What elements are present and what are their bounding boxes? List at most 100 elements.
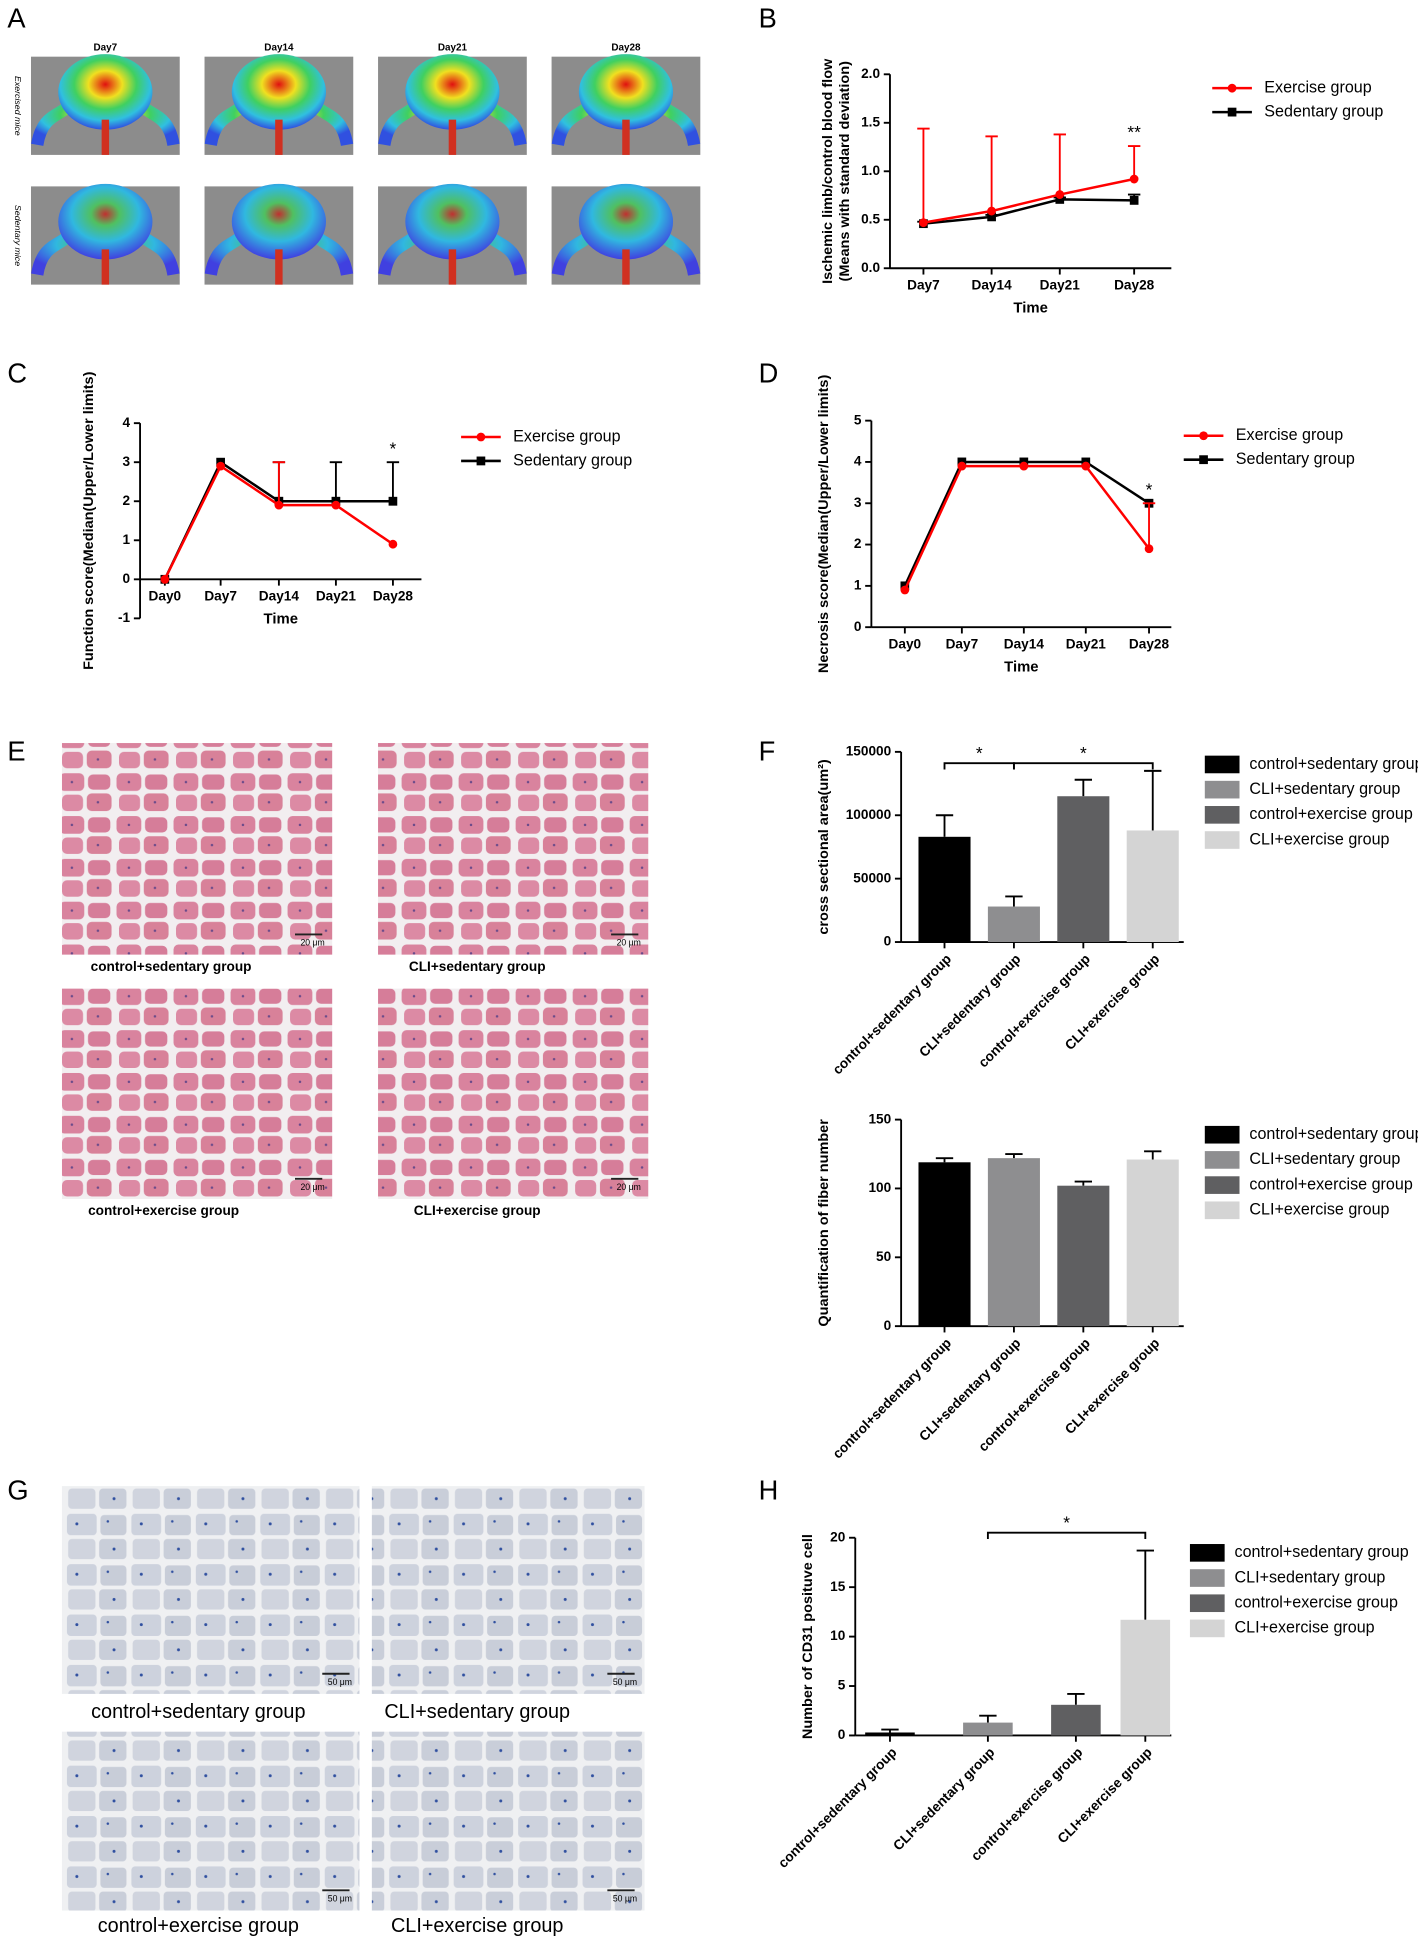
y-tick-label: 1 [854, 577, 862, 592]
column-label: Day21 [438, 42, 468, 53]
micrograph [61, 988, 333, 1199]
column-label: Day7 [94, 42, 118, 53]
scale-bar-label: 20 μm [617, 938, 641, 948]
caption: control+exercise group [98, 1915, 299, 1937]
legend-swatch [1204, 755, 1240, 774]
error-bar [881, 1728, 899, 1733]
error-bar [985, 135, 998, 212]
significance-annotation: * [1146, 479, 1153, 499]
legend-label: CLI+sedentary group [1249, 780, 1400, 798]
legend-label: Sedentary group [1236, 450, 1355, 468]
y-axis-label: Necrosis score(Median(Upper/Lower limits… [816, 375, 832, 674]
bar [1057, 1185, 1110, 1327]
perfusion-image [405, 183, 500, 260]
data-point [900, 585, 910, 595]
panel-label: F [759, 735, 776, 766]
y-tick-label: -1 [118, 610, 130, 625]
error-bar [1142, 502, 1156, 549]
data-point [160, 574, 170, 584]
bar [987, 906, 1040, 943]
x-tick-label: control+exercise group [976, 951, 1093, 1070]
legend-marker [476, 432, 486, 442]
error-bar [1074, 1180, 1093, 1186]
x-tick-label: Day28 [1114, 277, 1155, 292]
significance-annotation: * [390, 438, 397, 458]
y-tick-label: 5 [854, 412, 862, 427]
y-axis-label: Function score(Median(Upper/Lower limits… [81, 371, 97, 670]
data-point [919, 218, 928, 228]
x-tick-label: Day7 [907, 277, 940, 292]
y-tick-label: 2.0 [861, 66, 880, 81]
micrograph [378, 988, 649, 1199]
legend-label: CLI+exercise group [1235, 1619, 1375, 1637]
error-bar [1053, 133, 1066, 195]
y-tick-label: 50000 [853, 870, 891, 885]
perfusion-image [231, 54, 326, 130]
error-bar [1127, 145, 1141, 180]
y-tick-label: 100 [868, 1180, 891, 1195]
x-tick-label: Day0 [889, 636, 922, 651]
legend-marker [476, 456, 486, 466]
scale-bar-label: 50 μm [613, 1677, 637, 1687]
bar [918, 1162, 971, 1327]
series-line [923, 177, 1135, 224]
significance-bracket [986, 1531, 1147, 1539]
error-bar [935, 814, 954, 837]
scale-bar-label: 20 μm [300, 1182, 324, 1192]
legend-swatch [1204, 780, 1240, 799]
y-tick-label: 4 [854, 454, 862, 469]
perfusion-image [578, 183, 674, 260]
legend-label: Exercise group [1264, 78, 1371, 96]
bar [1126, 830, 1179, 943]
legend-label: Sedentary group [1264, 102, 1383, 120]
micrograph [61, 1486, 360, 1694]
error-bar [1136, 1549, 1154, 1620]
scale-bar-label: 20 μm [617, 1182, 641, 1192]
x-tick-label: Day21 [1040, 277, 1081, 292]
bar [1126, 1159, 1179, 1327]
data-point [1055, 190, 1065, 199]
data-point [1081, 461, 1091, 471]
perfusion-image [578, 54, 674, 130]
x-tick-label: control+sedentary group [775, 1745, 899, 1871]
x-tick-label: control+sedentary group [830, 951, 954, 1077]
error-bar [386, 461, 400, 502]
legend-swatch [1204, 1151, 1240, 1169]
data-point [216, 461, 225, 471]
x-tick-label: Day14 [1004, 636, 1045, 651]
y-axis-label: cross sectional area(um²) [816, 759, 832, 935]
y-axis-label: (Means with standard deviation) [837, 61, 853, 282]
caption: CLI+exercise group [414, 1203, 541, 1218]
y-tick-label: 1.0 [861, 163, 880, 178]
perfusion-image [58, 183, 153, 260]
significance-annotation: * [1063, 1512, 1070, 1532]
x-tick-label: Day28 [1129, 636, 1170, 651]
significance-bracket [1012, 762, 1154, 770]
y-tick-label: 5 [838, 1678, 846, 1693]
error-bar [917, 127, 930, 223]
perfusion-image [275, 249, 283, 285]
y-tick-label: 20 [830, 1529, 846, 1544]
y-tick-label: 0 [884, 1318, 892, 1333]
legend-label: control+exercise group [1249, 1175, 1412, 1193]
error-bar [1144, 769, 1162, 831]
error-bar [1005, 895, 1023, 907]
caption: CLI+sedentary group [409, 959, 546, 974]
panel-label: C [7, 357, 27, 388]
y-tick-label: 1 [123, 532, 131, 547]
perfusion-image [448, 249, 457, 285]
column-label: Day28 [611, 42, 641, 53]
caption: control+sedentary group [91, 1701, 305, 1723]
caption: control+sedentary group [91, 959, 252, 974]
legend-marker [1199, 431, 1208, 441]
panel-label: B [759, 2, 777, 33]
bar [918, 836, 971, 943]
y-tick-label: 0.5 [861, 211, 880, 226]
x-axis-label: Time [264, 611, 298, 628]
legend-label: Sedentary group [513, 451, 632, 469]
micrograph [371, 1731, 645, 1911]
y-tick-label: 50 [876, 1249, 892, 1264]
y-axis-label: Ischemic limb/control blood flow [820, 58, 836, 284]
